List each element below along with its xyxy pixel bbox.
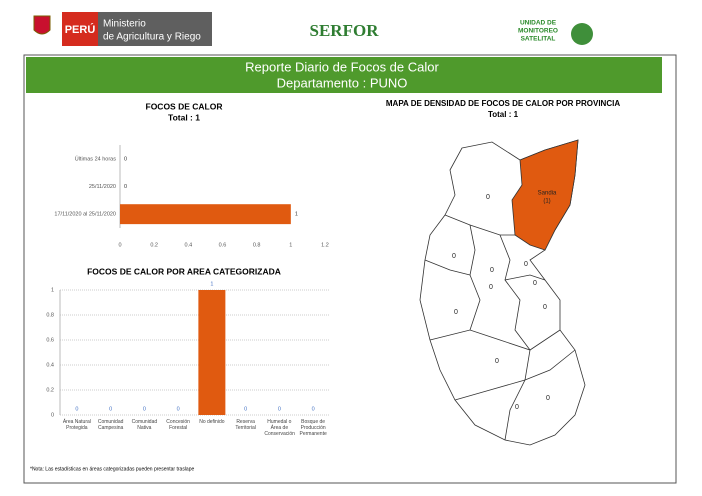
x-tick-label: Concesión Forestal — [166, 419, 190, 431]
province-value: 0 — [533, 280, 537, 287]
province-value: 0 — [543, 304, 547, 311]
data-label: 0 — [124, 156, 127, 162]
x-tick-label: 0.8 — [253, 242, 261, 248]
x-tick-label: Bosque de Producción Permanente — [299, 419, 327, 437]
y-tick-label: 0.2 — [46, 387, 54, 393]
x-tick-label: 0.4 — [185, 242, 193, 248]
ministry-box — [98, 12, 212, 46]
data-label: 0 — [143, 406, 146, 412]
province-value: 0 — [452, 253, 456, 260]
province-value: 0 — [454, 309, 458, 316]
x-tick-label: No definido — [199, 419, 225, 425]
province-value: 0 — [524, 261, 528, 268]
y-tick-label: 0.6 — [46, 337, 54, 343]
data-label: 0 — [312, 406, 315, 412]
chart-subtitle: Total : 1 — [168, 112, 200, 122]
data-label: 0 — [244, 406, 247, 412]
province-border — [504, 274, 546, 281]
bar — [198, 290, 226, 415]
banner-title: Reporte Diario de Focos de Calor — [245, 59, 439, 74]
y-tick-label: 0.4 — [46, 362, 54, 368]
province-border — [429, 329, 561, 351]
y-tick-label: 0.8 — [46, 312, 54, 318]
data-label: 0 — [109, 406, 112, 412]
province-value: (1) — [543, 199, 550, 205]
x-tick-label: 0 — [118, 242, 121, 248]
chart-title: FOCOS DE CALOR POR AREA CATEGORIZADA — [87, 266, 281, 276]
banner-subtitle: Departamento : PUNO — [277, 75, 408, 90]
y-tick-label: 25/11/2020 — [89, 184, 116, 190]
province-value: 0 — [495, 358, 499, 365]
banner — [26, 57, 662, 93]
map-title: MAPA DE DENSIDAD DE FOCOS DE CALOR POR P… — [386, 99, 620, 108]
x-tick-label: Área Natural Protegida — [62, 419, 91, 431]
ministry-line: de Agricultura y Riego — [103, 32, 201, 43]
province-value: 0 — [546, 395, 550, 402]
y-tick-label: 1 — [51, 287, 54, 293]
x-tick-label: Comunidad Campesina — [97, 419, 124, 431]
x-tick-label: Comunidad Nativa — [131, 419, 158, 431]
ministry-line: Ministerio — [103, 19, 146, 30]
province-value: 0 — [486, 194, 490, 201]
x-tick-label: 0.6 — [219, 242, 227, 248]
y-tick-label: 0 — [51, 412, 54, 418]
x-tick-label: 1.2 — [321, 242, 329, 248]
agency: SERFOR — [310, 21, 380, 40]
frame — [23, 54, 677, 484]
map-subtitle: Total : 1 — [488, 110, 519, 119]
x-tick-label: 0.2 — [150, 242, 158, 248]
x-tick-label: Humedal o Área de Conservación — [264, 419, 295, 437]
x-tick-label: Reserva Territorial — [235, 419, 256, 431]
peru-box — [62, 12, 98, 46]
unit-line: UNIDAD DE — [520, 20, 557, 27]
data-label: 0 — [278, 406, 281, 412]
country: PERÚ — [65, 23, 96, 36]
y-tick-label: Últimas 24 horas — [75, 155, 117, 162]
unit-line: SATELITAL — [521, 36, 556, 43]
unit-line: MONITOREO — [518, 28, 558, 35]
data-label: 0 — [177, 406, 180, 412]
province-border — [424, 259, 471, 276]
footnote: *Nota: Las estadísticas en áreas categor… — [30, 466, 194, 472]
bar — [120, 204, 291, 225]
province-value: 0 — [515, 404, 519, 411]
data-label: 0 — [75, 406, 78, 412]
province-name: Sandia — [538, 191, 557, 197]
x-tick-label: 1 — [289, 242, 292, 248]
province-border — [504, 379, 526, 441]
data-label: 0 — [124, 184, 127, 190]
province-highlight — [511, 139, 579, 251]
shield-icon — [33, 15, 51, 35]
unit-logo — [571, 23, 593, 45]
data-label: 1 — [295, 212, 298, 218]
province-border — [444, 214, 515, 236]
data-label: 1 — [210, 281, 213, 287]
y-tick-label: 17/11/2020 al 25/11/2020 — [54, 212, 116, 218]
province-value: 0 — [490, 267, 494, 274]
chart-title: FOCOS DE CALOR — [146, 101, 223, 111]
province-value: 0 — [489, 284, 493, 291]
